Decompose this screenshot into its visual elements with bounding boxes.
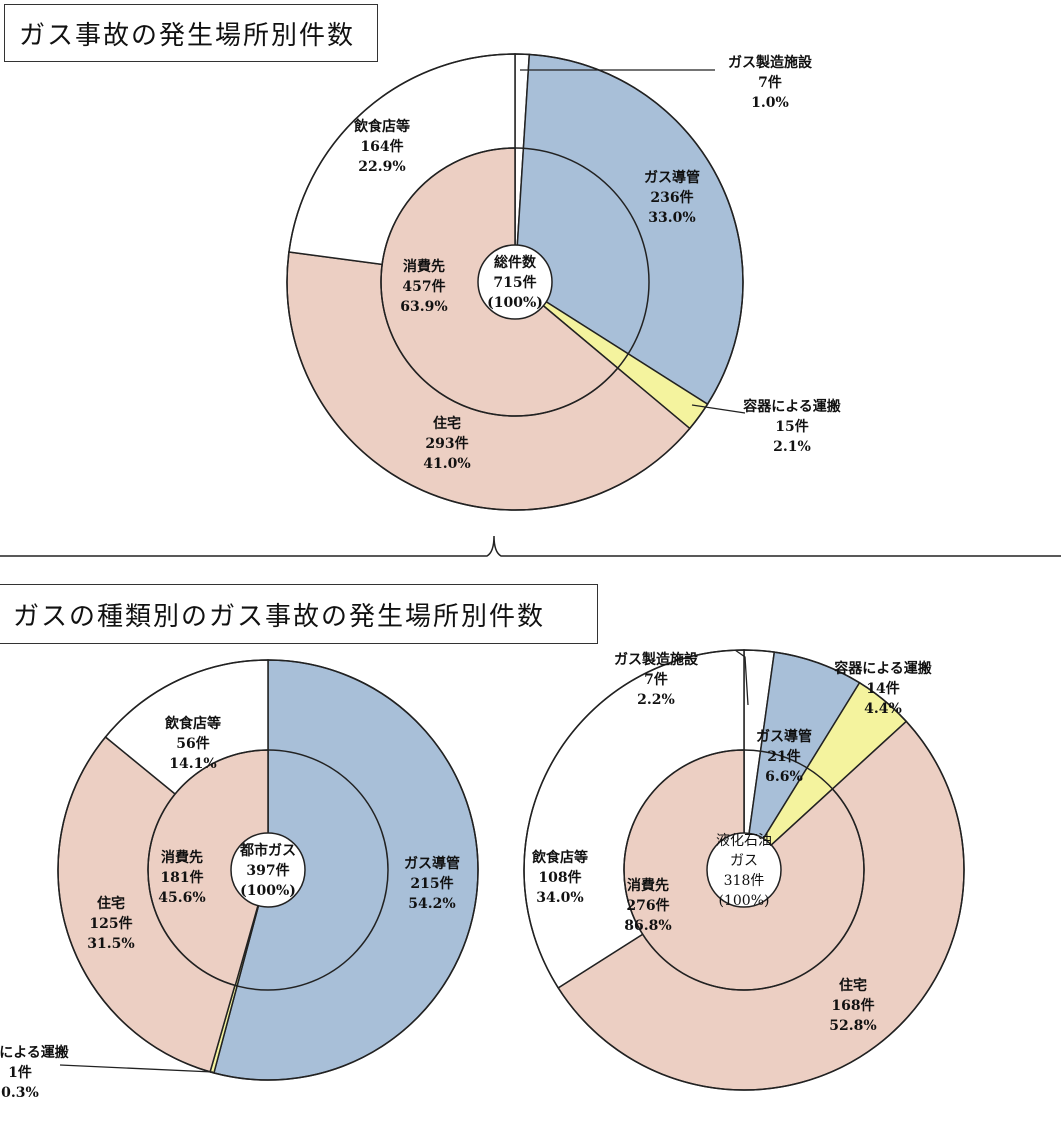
city-gas-label-pipe-line: 54.2% [408,896,455,912]
lp-gas-center-disc [706,832,782,908]
lp-gas-label-container-line: 容器による運搬 [833,660,932,677]
total-label-pipe: ガス導管 236件 33.0% [644,169,700,226]
lp-gas-center-label-line: 液化石油 [716,833,772,849]
city-gas-label-container-line: 容器による運搬 [0,1044,69,1061]
total-center-label-line: 715件 [493,274,536,291]
city-gas-label-pipe-line: 215件 [410,875,453,892]
total-label-consumer: 住宅 293件 41.0% [423,415,470,472]
city-gas-label-consumer: 住宅 125件 31.5% [87,895,134,952]
total-label-consumer-line: 293件 [425,435,468,452]
city-gas-label-container-line: 0.3% [1,1085,39,1101]
lp-gas-label-restaurant-line: 34.0% [536,890,583,906]
lp-gas-label-consumer-line: 52.8% [829,1018,876,1034]
total-label-container-line: 容器による運搬 [742,398,841,415]
total-label-restaurant-line: 飲食店等 [353,118,410,135]
city-gas-label-restaurant: 飲食店等 56件 14.1% [164,715,221,772]
lp-gas-label-consumer-line: 住宅 [839,977,867,994]
lp-gas-label-inner-consumer: 消費先 276件 86.8% [624,877,671,934]
total-outer-ring [286,53,744,511]
city-gas-label-inner-consumer: 消費先 181件 45.6% [158,849,205,906]
lp-gas-label-inner-consumer-line: 86.8% [624,918,671,934]
lp-gas-label-pipe-line: 6.6% [765,769,803,785]
lp-gas-label-facility-line: 7件 [644,671,668,688]
total-center-label-line: (100%) [487,295,543,311]
lp-gas-label-restaurant: 飲食店等 108件 34.0% [531,849,588,906]
lp-gas-label-container-line: 4.4% [864,701,902,717]
total-label-pipe-line: 236件 [650,189,693,206]
lp-gas-center-label-line: 318件 [724,873,765,889]
lp-gas-label-container: 容器による運搬 14件 4.4% [833,660,932,717]
lp-gas-outer-ring [523,649,965,1091]
lp-gas-label-consumer-line: 168件 [831,997,874,1014]
total-label-container: 容器による運搬 15件 2.1% [742,398,841,455]
city-gas-center-label: 都市ガス 397件 (100%) [239,842,296,899]
lp-gas-label-pipe-line: ガス導管 [756,728,812,745]
city-gas-center-label-line: 397件 [246,862,289,879]
city-gas-label-restaurant-line: 14.1% [169,756,216,772]
city-gas-inner-ring [147,749,389,991]
total-label-facility: ガス製造施設 7件 1.0% [728,54,813,111]
total-label-restaurant-line: 22.9% [358,159,405,175]
city-gas-center-label-line: 都市ガス [239,842,296,859]
total-inner-ring [380,147,650,417]
city-gas-label-pipe: ガス導管 215件 54.2% [404,855,460,912]
total-label-restaurant-line: 164件 [360,138,403,155]
total-center-label: 総件数 715件 (100%) [487,254,543,311]
lp-gas-label-facility-line: 2.2% [637,692,675,708]
lp-gas-center-label-line: (100%) [719,893,770,909]
total-label-restaurant: 飲食店等 164件 22.9% [353,118,410,175]
city-gas-label-consumer-line: 125件 [89,915,132,932]
top-chart-title: ガス事故の発生場所別件数 [4,4,378,62]
city-gas-label-container-line: 1件 [8,1064,32,1081]
city-gas-leader-container [59,1064,214,1073]
city-gas-label-container: 容器による運搬 1件 0.3% [0,1044,69,1101]
lp-gas-label-container-line: 14件 [866,680,899,697]
total-label-pipe-line: 33.0% [648,210,695,226]
total-label-facility-line: 1.0% [751,95,789,111]
city-gas-label-consumer-line: 31.5% [87,936,134,952]
city-gas-outer-ring [57,659,479,1081]
total-label-inner-consumer-line: 消費先 [403,258,445,275]
city-gas-label-pipe-line: ガス導管 [404,855,460,872]
lp-gas-label-facility-line: ガス製造施設 [614,651,699,668]
lp-gas-leader-facility [734,649,749,706]
lp-gas-label-restaurant-line: 飲食店等 [531,849,588,866]
city-gas-label-consumer-line: 住宅 [97,895,125,912]
total-label-facility-line: 7件 [758,74,782,91]
city-gas-label-restaurant-line: 飲食店等 [164,715,221,732]
city-gas-label-inner-consumer-line: 45.6% [158,890,205,906]
city-gas-center-disc [230,832,306,908]
section-bracket [0,535,1061,557]
city-gas-label-restaurant-line: 56件 [176,735,209,752]
total-label-container-line: 15件 [775,418,808,435]
total-leader-container [691,404,746,414]
lp-gas-label-inner-consumer-line: 消費先 [627,877,669,894]
total-label-container-line: 2.1% [773,439,811,455]
total-label-facility-line: ガス製造施設 [728,54,813,71]
city-gas-center-label-line: (100%) [240,883,296,899]
total-label-consumer-line: 住宅 [433,415,461,432]
lp-gas-inner-ring [623,749,865,991]
total-label-inner-consumer-line: 63.9% [400,299,447,315]
city-gas-label-inner-consumer-line: 181件 [160,869,203,886]
total-label-inner-consumer-line: 457件 [402,278,445,295]
lp-gas-label-pipe-line: 21件 [767,748,800,765]
lp-gas-center-label-line: ガス [730,853,758,869]
bottom-chart-title: ガスの種類別のガス事故の発生場所別件数 [0,584,598,644]
total-label-pipe-line: ガス導管 [644,169,700,186]
city-gas-label-inner-consumer-line: 消費先 [161,849,203,866]
lp-gas-label-restaurant-line: 108件 [538,869,581,886]
total-label-consumer-line: 41.0% [423,456,470,472]
total-center-disc [477,244,553,320]
lp-gas-label-pipe: ガス導管 21件 6.6% [756,728,812,785]
total-center-label-line: 総件数 [494,254,537,271]
lp-gas-label-inner-consumer-line: 276件 [626,897,669,914]
lp-gas-label-facility: ガス製造施設 7件 2.2% [614,651,699,708]
lp-gas-label-consumer: 住宅 168件 52.8% [829,977,876,1034]
total-label-inner-consumer: 消費先 457件 63.9% [400,258,447,315]
